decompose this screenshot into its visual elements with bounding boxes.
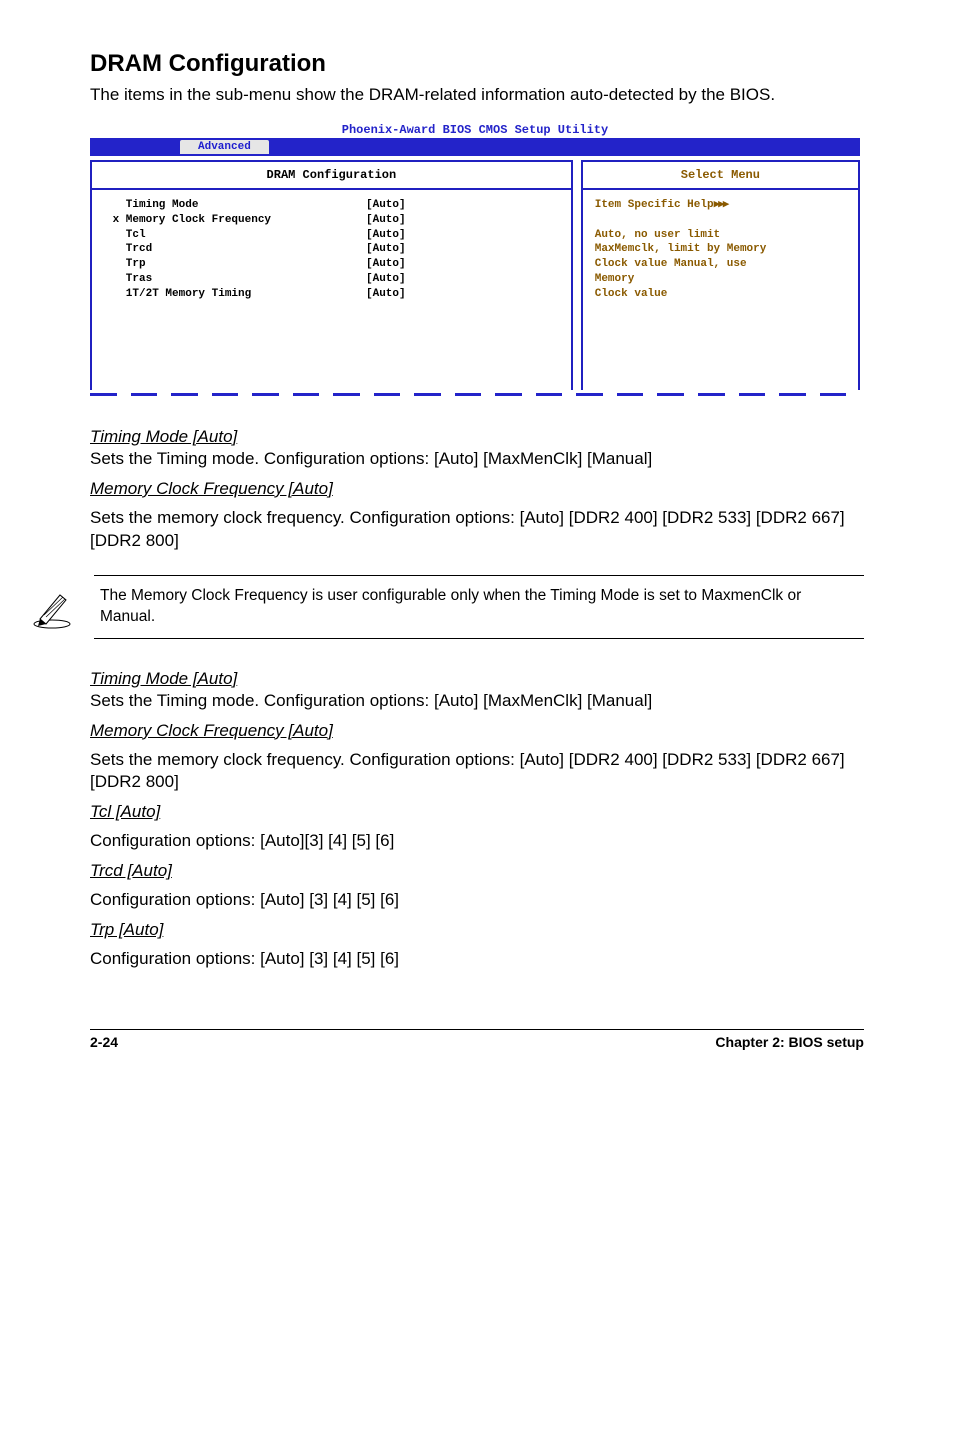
note-block: The Memory Clock Frequency is user confi… <box>90 575 864 639</box>
bios-config-list: Timing Mode[Auto] x Memory Clock Frequen… <box>92 190 571 310</box>
bios-help-line: MaxMemclk, limit by Memory <box>595 243 767 255</box>
section-title: Memory Clock Frequency [Auto] <box>90 479 864 499</box>
bios-row-label: 1T/2T Memory Timing <box>106 287 366 302</box>
bios-row-label: Trcd <box>106 242 366 257</box>
bios-row[interactable]: 1T/2T Memory Timing[Auto] <box>106 287 557 302</box>
section-body: Sets the Timing mode. Configuration opti… <box>90 690 864 713</box>
bios-row[interactable]: Trcd[Auto] <box>106 242 557 257</box>
bios-right-column: Select Menu Item Specific Help▶▶▶ Auto, … <box>581 160 860 390</box>
bios-row-label: x Memory Clock Frequency <box>106 213 366 228</box>
intro-paragraph: The items in the sub-menu show the DRAM-… <box>90 84 864 107</box>
bios-row-value: [Auto] <box>366 213 406 228</box>
page-heading: DRAM Configuration <box>90 50 864 78</box>
bios-row-label: Timing Mode <box>106 198 366 213</box>
bios-right-header: Select Menu <box>583 162 858 190</box>
section-title: Trp [Auto] <box>90 920 864 940</box>
bios-row-value: [Auto] <box>366 228 406 243</box>
bios-help-line: Clock value <box>595 288 668 300</box>
bios-row-label: Tcl <box>106 228 366 243</box>
page-number: 2-24 <box>90 1034 118 1050</box>
bios-left-column: DRAM Configuration Timing Mode[Auto] x M… <box>90 160 573 390</box>
bios-row[interactable]: Tcl[Auto] <box>106 228 557 243</box>
section-body: Configuration options: [Auto] [3] [4] [5… <box>90 948 864 971</box>
bios-row-value: [Auto] <box>366 257 406 272</box>
bios-row[interactable]: x Memory Clock Frequency[Auto] <box>106 213 557 228</box>
bios-row[interactable]: Tras[Auto] <box>106 272 557 287</box>
section-body: Configuration options: [Auto] [3] [4] [5… <box>90 889 864 912</box>
bios-tab-row: Advanced <box>90 138 860 156</box>
bios-row-value: [Auto] <box>366 242 406 257</box>
bios-row-label: Tras <box>106 272 366 287</box>
section-title: Trcd [Auto] <box>90 861 864 881</box>
bios-help-line: Clock value Manual, use <box>595 258 747 270</box>
page-footer: 2-24 Chapter 2: BIOS setup <box>90 1029 864 1050</box>
section-title: Memory Clock Frequency [Auto] <box>90 721 864 741</box>
bios-panel: Phoenix-Award BIOS CMOS Setup Utility Ad… <box>90 121 860 397</box>
bios-row[interactable]: Trp[Auto] <box>106 257 557 272</box>
bios-left-header: DRAM Configuration <box>92 162 571 190</box>
bios-row-label: Trp <box>106 257 366 272</box>
bios-row-value: [Auto] <box>366 272 406 287</box>
bios-help-panel: Item Specific Help▶▶▶ Auto, no user limi… <box>583 190 858 310</box>
bios-title: Phoenix-Award BIOS CMOS Setup Utility <box>90 121 860 138</box>
section-body: Sets the Timing mode. Configuration opti… <box>90 448 864 471</box>
pencil-icon <box>30 585 74 629</box>
bios-tab-advanced[interactable]: Advanced <box>180 140 269 154</box>
bios-help-line: Auto, no user limit <box>595 229 720 241</box>
note-text: The Memory Clock Frequency is user confi… <box>94 575 864 639</box>
bios-row-value: [Auto] <box>366 198 406 213</box>
section-body: Configuration options: [Auto][3] [4] [5]… <box>90 830 864 853</box>
bios-dashed-border <box>90 393 860 397</box>
bios-help-title: Item Specific Help <box>595 199 714 211</box>
section-title: Tcl [Auto] <box>90 802 864 822</box>
section-title: Timing Mode [Auto] <box>90 427 864 447</box>
section-body: Sets the memory clock frequency. Configu… <box>90 749 864 795</box>
bios-help-line: Memory <box>595 273 635 285</box>
chapter-label: Chapter 2: BIOS setup <box>715 1034 864 1050</box>
bios-row-value: [Auto] <box>366 287 406 302</box>
bios-row[interactable]: Timing Mode[Auto] <box>106 198 557 213</box>
bios-help-arrows-icon: ▶▶▶ <box>714 199 728 211</box>
section-body: Sets the memory clock frequency. Configu… <box>90 507 864 553</box>
section-title: Timing Mode [Auto] <box>90 669 864 689</box>
